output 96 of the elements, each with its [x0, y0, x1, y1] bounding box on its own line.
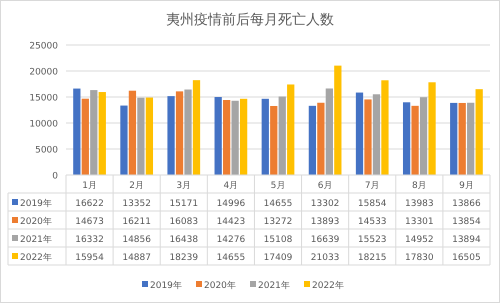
data-label: 13893: [310, 217, 340, 227]
bar: [167, 96, 175, 175]
data-label: 14423: [216, 217, 246, 227]
data-label: 16505: [452, 253, 481, 263]
bar: [240, 98, 248, 175]
data-label: 13272: [264, 217, 292, 227]
legend-item: 2022年: [304, 281, 344, 291]
bar: [262, 98, 269, 175]
data-label: 16639: [310, 235, 340, 245]
data-label: 18215: [358, 253, 387, 263]
bar: [98, 92, 106, 175]
x-tick-label: 9月: [459, 181, 474, 191]
y-tick-label: 10000: [29, 120, 58, 130]
legend-label: 2020年: [20, 216, 52, 227]
bar: [420, 97, 428, 175]
data-label: 14533: [358, 217, 387, 227]
bar: [278, 96, 286, 175]
data-label: 15171: [169, 199, 198, 209]
x-tick-label: 2月: [129, 181, 144, 191]
x-tick-label: 8月: [412, 181, 427, 191]
bar: [308, 106, 316, 175]
y-tick-label: 15000: [29, 94, 58, 104]
data-label: 15854: [358, 199, 387, 209]
data-label: 21033: [310, 253, 340, 263]
bar: [214, 97, 222, 175]
data-label: 14276: [216, 235, 246, 245]
data-label: 17409: [264, 253, 293, 263]
data-label: 16083: [169, 217, 198, 227]
bar: [90, 90, 98, 175]
x-tick-label: 6月: [318, 181, 332, 191]
data-label: 16211: [122, 217, 151, 227]
data-label: 15954: [75, 253, 104, 263]
bar: [450, 102, 458, 175]
data-label: 15523: [358, 235, 387, 245]
data-label: 17830: [405, 253, 434, 263]
bar: [372, 94, 380, 175]
data-label: 13302: [310, 199, 340, 209]
bar: [120, 106, 128, 175]
data-label: 13983: [405, 199, 434, 209]
bar: [364, 99, 372, 175]
bar: [137, 98, 145, 175]
data-label: 14655: [264, 199, 292, 209]
x-tick-label: 3月: [176, 181, 192, 191]
y-tick-label: 25000: [29, 42, 58, 52]
bar: [176, 91, 184, 175]
bar: [334, 66, 342, 175]
bar: [223, 100, 230, 175]
legend-label: 2021年: [20, 234, 52, 245]
x-tick-label: 4月: [224, 181, 238, 191]
data-label: 13866: [452, 199, 482, 209]
legend-label: 2019年: [20, 198, 52, 209]
data-label: 14996: [216, 199, 246, 209]
data-label: 14655: [216, 253, 246, 263]
bar: [231, 100, 239, 175]
bar: [287, 84, 294, 175]
data-label: 18239: [169, 253, 198, 263]
data-label: 16622: [75, 199, 104, 209]
legend-label: 2022年: [20, 252, 52, 263]
bar: [326, 88, 333, 175]
bar: [192, 80, 200, 175]
legend-item: 2020年: [196, 281, 236, 291]
bar: [467, 102, 474, 175]
legend-item: 2019年: [142, 281, 182, 291]
bar: [73, 88, 80, 175]
data-label: 13854: [452, 217, 482, 227]
bar: [356, 92, 364, 175]
bar: [458, 102, 466, 175]
bar: [317, 102, 325, 175]
data-label: 13301: [405, 217, 434, 227]
y-tick-label: 20000: [29, 68, 58, 78]
data-label: 16438: [169, 235, 198, 245]
data-label: 16332: [75, 235, 104, 245]
x-tick-label: 5月: [270, 181, 286, 191]
bar: [270, 106, 278, 175]
data-label: 14887: [122, 253, 151, 263]
data-label: 14673: [75, 217, 104, 227]
legend-item: 2021年: [250, 281, 290, 291]
data-label: 14952: [405, 235, 434, 245]
x-tick-label: 7月: [364, 181, 380, 191]
bar: [128, 90, 136, 175]
bar: [184, 90, 192, 175]
y-tick-label: 0: [52, 172, 58, 182]
bar: [82, 98, 89, 175]
chart-title: 夷州疫情前后每月死亡人数: [166, 12, 334, 28]
data-label: 13894: [452, 235, 482, 245]
data-label: 15108: [264, 235, 293, 245]
bar: [428, 82, 436, 175]
y-tick-label: 5000: [35, 146, 58, 156]
bar: [381, 80, 389, 175]
bar: [411, 106, 419, 175]
bar: [146, 98, 154, 175]
x-tick-label: 1月: [82, 181, 97, 191]
bar: [476, 89, 483, 175]
bar: [402, 102, 410, 175]
data-label: 13352: [122, 199, 151, 209]
data-label: 14856: [122, 235, 152, 245]
